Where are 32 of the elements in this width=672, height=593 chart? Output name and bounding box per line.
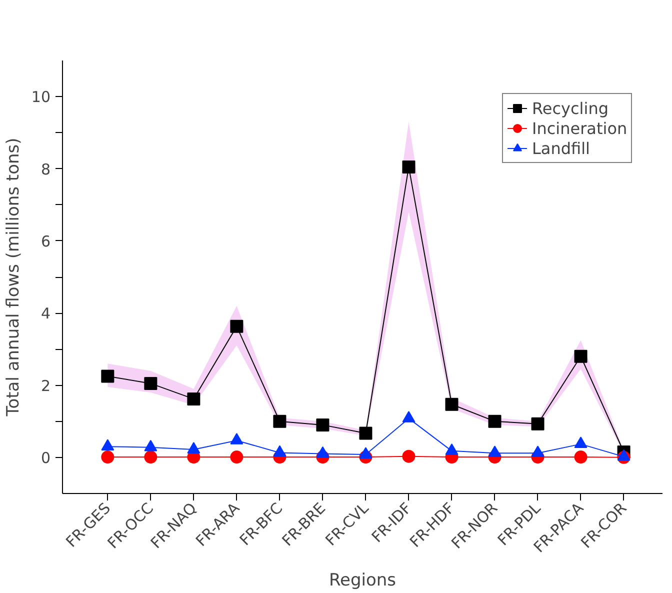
point <box>574 450 588 464</box>
y-tick-label: 8 <box>40 160 51 178</box>
y-tick-label: 10 <box>31 88 51 106</box>
point <box>230 450 244 464</box>
point <box>101 370 114 383</box>
legend-label: Incineration <box>532 118 628 138</box>
point <box>445 398 458 411</box>
point <box>402 450 416 463</box>
point <box>144 376 158 390</box>
legend-label: Landfill <box>532 138 590 158</box>
point <box>402 160 416 174</box>
y-tick-label: 4 <box>40 304 51 323</box>
point <box>187 392 200 406</box>
point <box>531 417 544 430</box>
legend-label: Recycling <box>532 98 608 118</box>
y-tick-label: 0 <box>40 448 51 467</box>
point <box>488 446 502 458</box>
point <box>574 436 588 448</box>
point <box>316 418 330 432</box>
point <box>531 446 544 458</box>
y-axis-title: Total annual flows (millions tons) <box>3 138 24 418</box>
point <box>144 450 158 464</box>
x-axis-title: Regions <box>328 570 396 591</box>
point <box>101 439 114 451</box>
point <box>101 450 114 464</box>
point <box>273 414 286 428</box>
point <box>488 414 502 428</box>
point <box>574 350 588 363</box>
y-tick-label: 2 <box>40 376 51 395</box>
y-tick-label: 6 <box>40 232 51 250</box>
point <box>230 320 244 333</box>
point <box>359 426 372 440</box>
